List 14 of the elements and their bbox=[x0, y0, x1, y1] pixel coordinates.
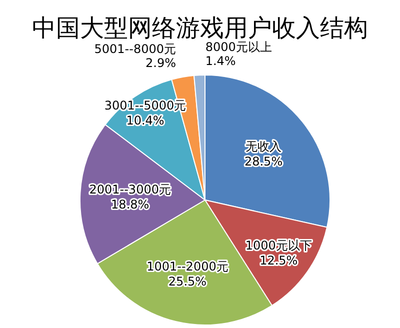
slice-label: 2001--3000元 bbox=[89, 182, 171, 196]
data-label: 2.9% bbox=[146, 56, 176, 70]
slice-label: 8000元以上 bbox=[205, 40, 272, 54]
data-label: 12.5% bbox=[260, 253, 298, 268]
chart-title: 中国大型网络游戏用户收入结构 bbox=[32, 14, 368, 42]
slice-label: 1001--2000元 bbox=[146, 259, 228, 274]
slice-label: 无收入 bbox=[246, 140, 282, 154]
data-label: 1.4% bbox=[205, 54, 236, 68]
data-label: 18.8% bbox=[111, 197, 150, 212]
slice-label: 5001--8000元 bbox=[94, 42, 176, 56]
data-label: 10.4% bbox=[126, 114, 164, 128]
data-label: 28.5% bbox=[244, 154, 283, 169]
slice-label: 1000元以下 bbox=[245, 238, 312, 252]
data-label: 25.5% bbox=[168, 274, 207, 288]
